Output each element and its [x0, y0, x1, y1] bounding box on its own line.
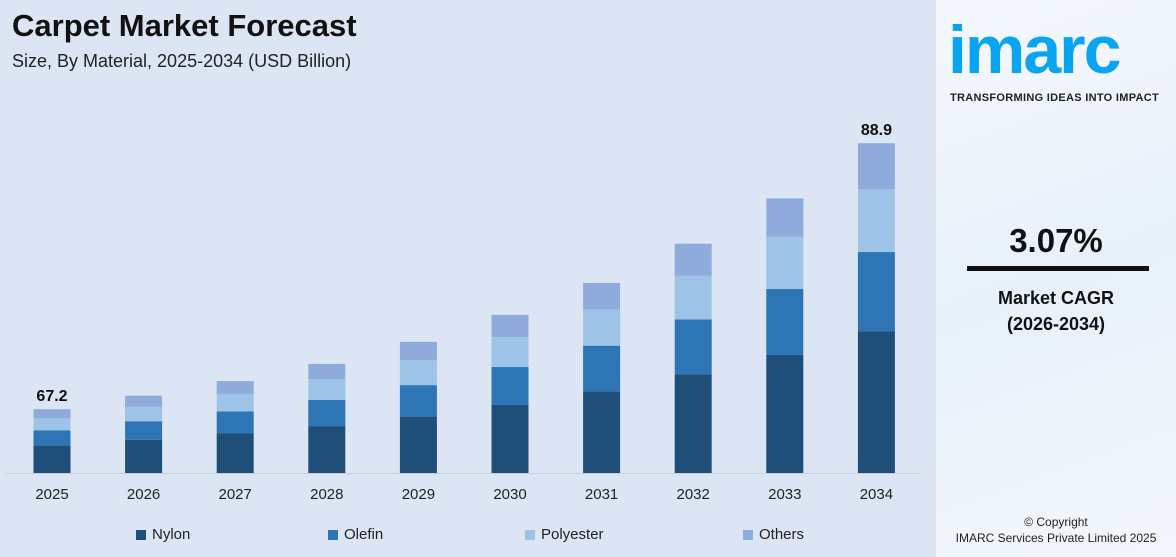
bar-segment-others-2034: [857, 143, 895, 190]
bar-segment-others-2033: [766, 198, 804, 237]
bar-segment-olefin-2032: [674, 319, 712, 375]
bar-segment-nylon-2031: [583, 391, 621, 473]
cagr-value: 3.07%: [1009, 222, 1103, 259]
bar-segment-nylon-2025: [33, 445, 71, 473]
chart-title: Carpet Market Forecast: [12, 8, 357, 43]
bar-segment-nylon-2028: [308, 426, 346, 473]
copyright: © Copyright IMARC Services Private Limite…: [936, 514, 1176, 546]
bar-segment-others-2030: [491, 314, 529, 337]
copyright-line2: IMARC Services Private Limited 2025: [955, 531, 1157, 545]
cagr-label-text: Market CAGR: [997, 288, 1115, 308]
bar-segment-others-2031: [583, 282, 621, 310]
bar-segment-others-2027: [216, 381, 254, 394]
bar-segment-polyester-2034: [857, 189, 895, 253]
x-tick-label: 2026: [127, 486, 160, 503]
chart-panel: Carpet Market Forecast Size, By Material…: [5, 8, 920, 543]
legend-swatch: [136, 529, 146, 540]
cagr-label: Market CAGR (2026-2034): [936, 285, 1176, 337]
legend-item-olefin: Olefin: [328, 526, 383, 543]
bar-segment-others-2032: [674, 243, 712, 276]
bar-segment-polyester-2032: [674, 275, 712, 320]
bar-segment-polyester-2033: [766, 236, 804, 290]
legend-item-polyester: Polyester: [525, 526, 604, 543]
x-tick-label: 2031: [585, 486, 618, 503]
bar-segment-olefin-2031: [583, 345, 621, 392]
bar-segment-polyester-2031: [583, 309, 621, 346]
x-tick-label: 2027: [219, 486, 252, 503]
bar-segment-olefin-2033: [766, 289, 804, 355]
divider: [967, 266, 1149, 271]
bar-segment-nylon-2032: [674, 374, 712, 473]
bar-segment-olefin-2030: [491, 367, 529, 405]
x-tick-label: 2025: [35, 486, 68, 503]
x-tick-label: 2028: [310, 486, 343, 503]
bar-segment-nylon-2034: [857, 331, 895, 473]
bar-segment-polyester-2026: [125, 406, 163, 422]
copyright-line1: © Copyright: [1024, 515, 1088, 529]
bar-segment-olefin-2034: [857, 252, 895, 332]
bar-segment-nylon-2026: [125, 439, 163, 473]
bar-segment-olefin-2027: [216, 411, 254, 434]
bar-segment-olefin-2029: [399, 385, 437, 417]
legend-label: Others: [759, 526, 805, 543]
bar-segment-others-2028: [308, 363, 346, 380]
bar-segment-nylon-2029: [399, 416, 437, 473]
legend-swatch: [743, 529, 753, 540]
bar-segment-others-2026: [125, 395, 163, 407]
bar-segment-polyester-2030: [491, 336, 529, 368]
legend-label: Nylon: [152, 526, 191, 543]
bar-segment-olefin-2026: [125, 421, 163, 440]
info-panel: imarc TRANSFORMING IDEAS INTO IMPACT 3.0…: [936, 0, 1176, 557]
cagr-period: (2026-2034): [1006, 314, 1106, 334]
imarc-logo: imarc: [948, 12, 1121, 88]
x-tick-label: 2033: [768, 486, 801, 503]
total-label: 67.2: [36, 388, 67, 405]
bar-segment-others-2029: [399, 341, 437, 361]
legend-swatch: [328, 529, 338, 540]
legend-label: Polyester: [541, 526, 604, 543]
legend-swatch: [525, 529, 535, 540]
x-tick-label: 2029: [402, 486, 435, 503]
bar-segment-polyester-2027: [216, 393, 254, 412]
chart-subtitle: Size, By Material, 2025-2034 (USD Billio…: [12, 51, 352, 71]
bar-segment-olefin-2028: [308, 399, 346, 427]
stacked-bar-chart: 2025 67.2 2026 2027 2028 2029 2030 2031 2032 2033…: [5, 122, 920, 503]
x-tick-label: 2034: [860, 486, 893, 503]
x-tick-label: 2030: [493, 486, 526, 503]
x-tick-label: 2032: [677, 486, 710, 503]
legend-label: Olefin: [344, 526, 384, 543]
brand-tagline: TRANSFORMING IDEAS INTO IMPACT: [950, 92, 1160, 104]
bar-segment-nylon-2033: [766, 354, 804, 473]
bar-segment-polyester-2028: [308, 379, 346, 400]
legend-item-others: Others: [743, 526, 804, 543]
bar-segment-polyester-2025: [33, 418, 71, 431]
bar-segment-others-2025: [33, 409, 71, 419]
bar-segment-nylon-2027: [216, 433, 254, 473]
bar-segment-polyester-2029: [399, 360, 437, 386]
total-label: 88.9: [861, 122, 892, 139]
bar-segment-nylon-2030: [491, 404, 529, 473]
bar-segment-olefin-2025: [33, 430, 71, 446]
legend-item-nylon: Nylon: [136, 526, 190, 543]
